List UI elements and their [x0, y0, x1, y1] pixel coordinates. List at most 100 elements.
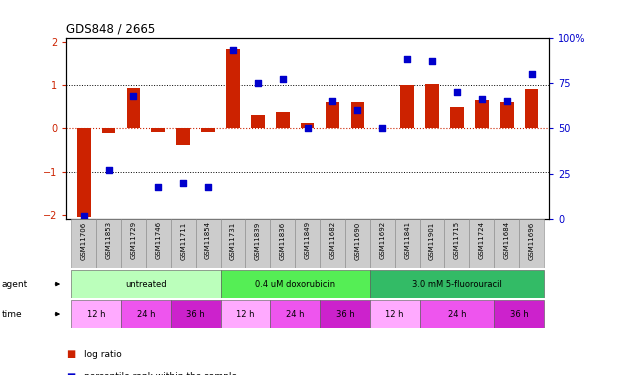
Text: GSM11706: GSM11706 [81, 221, 86, 260]
Bar [71, 270, 220, 298]
Text: 36 h: 36 h [510, 310, 529, 319]
Bar [301, 123, 314, 129]
Bar [151, 129, 165, 132]
Bar [276, 112, 290, 129]
Bar [270, 300, 320, 328]
Point [278, 76, 288, 82]
Text: GSM11690: GSM11690 [355, 221, 360, 260]
Text: 0.4 uM doxorubicin: 0.4 uM doxorubicin [255, 280, 335, 289]
Text: GSM11729: GSM11729 [131, 221, 136, 260]
Bar [146, 219, 171, 268]
Bar [320, 219, 345, 268]
Text: GSM11849: GSM11849 [305, 221, 310, 260]
Text: GSM11746: GSM11746 [155, 221, 162, 260]
Point [526, 71, 536, 77]
Point [427, 58, 437, 64]
Text: GSM11684: GSM11684 [504, 221, 510, 260]
Bar [320, 300, 370, 328]
Bar [420, 300, 494, 328]
Bar [77, 129, 90, 217]
Text: untreated: untreated [125, 280, 167, 289]
Bar [525, 90, 538, 129]
Bar [494, 219, 519, 268]
Bar [345, 219, 370, 268]
Point [477, 96, 487, 102]
Text: GSM11692: GSM11692 [379, 221, 386, 260]
Text: 24 h: 24 h [447, 310, 466, 319]
Point [178, 180, 188, 186]
Text: 3.0 mM 5-fluorouracil: 3.0 mM 5-fluorouracil [412, 280, 502, 289]
Bar [469, 219, 494, 268]
Text: 12 h: 12 h [87, 310, 105, 319]
Text: GDS848 / 2665: GDS848 / 2665 [66, 22, 155, 36]
Point [327, 98, 338, 104]
Text: 12 h: 12 h [386, 310, 404, 319]
Point [79, 213, 89, 219]
Bar [245, 219, 270, 268]
Bar [270, 219, 295, 268]
Point [228, 47, 238, 53]
Bar [127, 88, 140, 129]
Text: GSM11841: GSM11841 [404, 221, 410, 260]
Bar [121, 300, 171, 328]
Text: ■: ■ [66, 350, 76, 359]
Bar [351, 102, 364, 129]
Bar [251, 115, 264, 129]
Bar [370, 219, 395, 268]
Text: GSM11731: GSM11731 [230, 221, 236, 260]
Bar [102, 129, 115, 133]
Bar [444, 219, 469, 268]
Point [402, 56, 412, 62]
Text: ■: ■ [66, 372, 76, 375]
Point [253, 80, 263, 86]
Point [303, 126, 313, 132]
Text: GSM11682: GSM11682 [329, 221, 336, 260]
Text: 36 h: 36 h [186, 310, 205, 319]
Bar [171, 219, 196, 268]
Point [452, 89, 462, 95]
Bar [171, 300, 220, 328]
Text: time: time [1, 310, 22, 319]
Bar [494, 300, 544, 328]
Point [128, 93, 138, 99]
Text: GSM11715: GSM11715 [454, 221, 460, 260]
Bar [400, 85, 414, 129]
Text: percentile rank within the sample: percentile rank within the sample [84, 372, 237, 375]
Text: 24 h: 24 h [137, 310, 155, 319]
Bar [71, 219, 96, 268]
Bar [425, 84, 439, 129]
Text: GSM11854: GSM11854 [205, 221, 211, 260]
Bar [201, 129, 215, 132]
Bar [226, 49, 240, 129]
Text: agent: agent [1, 280, 28, 289]
Bar [395, 219, 420, 268]
Bar [295, 219, 320, 268]
Text: 12 h: 12 h [236, 310, 255, 319]
Bar [96, 219, 121, 268]
Text: GSM11836: GSM11836 [280, 221, 286, 260]
Point [377, 126, 387, 132]
Text: GSM11853: GSM11853 [105, 221, 112, 260]
Bar [220, 270, 370, 298]
Bar [475, 100, 488, 129]
Point [352, 107, 362, 113]
Bar [420, 219, 444, 268]
Bar [71, 300, 121, 328]
Bar [121, 219, 146, 268]
Text: GSM11696: GSM11696 [529, 221, 534, 260]
Point [153, 184, 163, 190]
Bar [176, 129, 190, 145]
Bar [450, 107, 464, 129]
Bar [220, 300, 270, 328]
Bar [326, 102, 339, 129]
Text: GSM11901: GSM11901 [429, 221, 435, 260]
Text: 36 h: 36 h [336, 310, 355, 319]
Bar [196, 219, 220, 268]
Text: 24 h: 24 h [286, 310, 304, 319]
Bar [519, 219, 544, 268]
Bar [220, 219, 245, 268]
Bar [370, 270, 544, 298]
Text: log ratio: log ratio [84, 350, 122, 359]
Text: GSM11711: GSM11711 [180, 221, 186, 260]
Point [103, 167, 114, 173]
